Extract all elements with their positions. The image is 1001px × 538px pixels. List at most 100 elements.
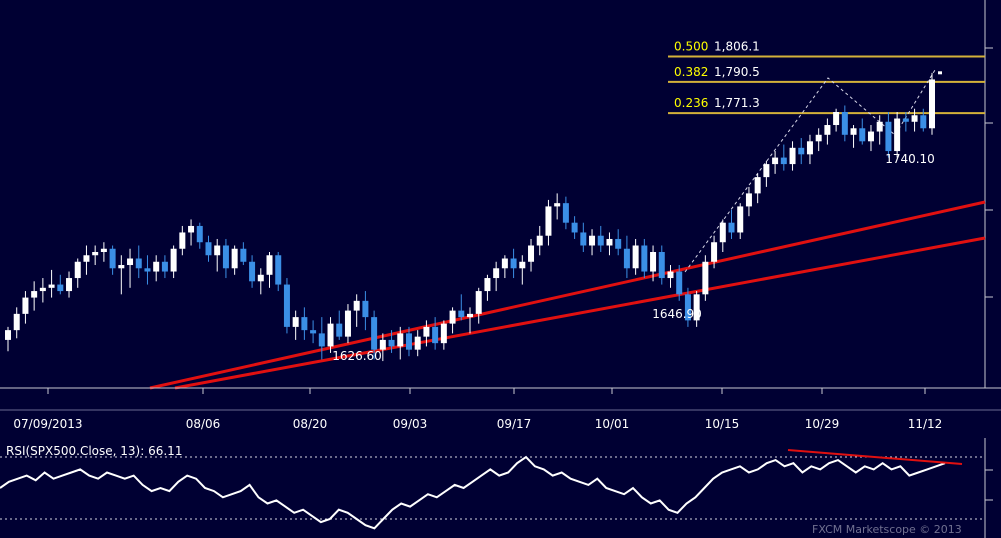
candle bbox=[841, 105, 848, 142]
candle bbox=[589, 229, 596, 256]
candle bbox=[693, 291, 700, 327]
swing-connector-line bbox=[684, 69, 936, 273]
candle-body bbox=[493, 268, 500, 279]
candle bbox=[876, 115, 883, 145]
candle-body bbox=[231, 248, 238, 269]
rsi-title: RSI(SPX500.Close, 13): 66.11 bbox=[6, 444, 182, 458]
candle-body bbox=[667, 271, 674, 279]
candle-body bbox=[589, 235, 596, 246]
candle bbox=[545, 199, 552, 246]
candle bbox=[170, 245, 177, 279]
candle bbox=[353, 294, 360, 327]
candle-body bbox=[240, 248, 247, 262]
candle-body bbox=[798, 147, 805, 155]
candle bbox=[266, 252, 273, 288]
candle-body bbox=[606, 238, 613, 246]
candle-body bbox=[737, 206, 744, 233]
candle-body bbox=[449, 310, 456, 324]
candle-body bbox=[885, 121, 892, 152]
candle bbox=[292, 310, 299, 340]
candle-body bbox=[161, 261, 168, 272]
candle-body bbox=[789, 147, 796, 165]
candle-body bbox=[414, 336, 421, 350]
candle-body bbox=[301, 317, 308, 331]
candle-body bbox=[283, 284, 290, 327]
candle-body bbox=[5, 330, 11, 340]
candle-body bbox=[615, 238, 622, 249]
fib-ratio-label: 0.236 bbox=[674, 96, 708, 110]
candle-body bbox=[902, 118, 909, 122]
candle-body bbox=[711, 242, 718, 262]
candle-body bbox=[815, 134, 822, 142]
candle bbox=[440, 320, 447, 350]
candle-body bbox=[528, 245, 535, 262]
candle bbox=[763, 160, 770, 187]
candle bbox=[48, 269, 55, 298]
candle bbox=[188, 219, 195, 246]
candle-body bbox=[833, 112, 840, 126]
candle bbox=[92, 245, 99, 266]
candle bbox=[301, 307, 308, 340]
candle bbox=[39, 278, 46, 303]
candle-body bbox=[623, 248, 630, 269]
candle bbox=[118, 255, 125, 295]
candle-body bbox=[127, 258, 134, 266]
rsi-divergence-line bbox=[787, 449, 963, 465]
candle bbox=[109, 245, 116, 275]
candle-body bbox=[432, 326, 439, 344]
candle bbox=[510, 248, 517, 279]
candle-body bbox=[327, 323, 334, 347]
candle-body bbox=[719, 222, 726, 243]
candle-body bbox=[222, 245, 229, 269]
candle-body bbox=[484, 278, 491, 292]
candle bbox=[772, 151, 779, 174]
price-pane bbox=[0, 0, 985, 388]
candle bbox=[135, 245, 142, 279]
candle bbox=[894, 112, 901, 158]
candle bbox=[275, 252, 282, 292]
price-axis-strip bbox=[985, 0, 1001, 388]
candle-body bbox=[100, 248, 107, 252]
candle bbox=[100, 242, 107, 262]
candle bbox=[475, 287, 482, 324]
rsi-series-line bbox=[0, 455, 946, 530]
x-tick-label: 10/29 bbox=[805, 417, 840, 431]
candle bbox=[728, 209, 735, 239]
candle-body bbox=[475, 291, 482, 314]
candle bbox=[371, 310, 378, 360]
candle-body bbox=[135, 258, 142, 269]
candle bbox=[562, 196, 569, 230]
candle-body bbox=[850, 128, 857, 135]
candle bbox=[745, 186, 752, 217]
x-tick-label: 09/03 bbox=[393, 417, 428, 431]
fib-ratio-label: 0.382 bbox=[674, 65, 708, 79]
x-tick-label: 08/20 bbox=[293, 417, 328, 431]
fib-value-label: 1,806.1 bbox=[714, 39, 760, 53]
candle-body bbox=[510, 258, 517, 269]
candle bbox=[737, 203, 744, 239]
candle-body bbox=[501, 258, 508, 269]
last-price-marker bbox=[938, 71, 942, 75]
candle-body bbox=[144, 268, 151, 272]
candle-body bbox=[772, 157, 779, 165]
x-tick-label: 10/01 bbox=[595, 417, 630, 431]
x-tick-label: 07/09/2013 bbox=[13, 417, 82, 431]
trendlines bbox=[149, 200, 986, 390]
candle-body bbox=[196, 225, 203, 243]
annotation-label: 1626.60 bbox=[332, 349, 382, 363]
candle-body bbox=[379, 339, 386, 350]
candle-body bbox=[693, 294, 700, 321]
candle-body bbox=[676, 271, 683, 295]
candle bbox=[780, 144, 787, 171]
candle bbox=[214, 238, 221, 272]
candle bbox=[493, 261, 500, 292]
candle-body bbox=[153, 261, 160, 272]
x-tick-label: 10/15 bbox=[705, 417, 740, 431]
candle-body bbox=[214, 245, 221, 256]
candle-body bbox=[292, 317, 299, 327]
candle bbox=[57, 274, 64, 295]
watermark: FXCM Marketscope © 2013 bbox=[812, 523, 962, 536]
candle bbox=[833, 108, 840, 132]
candle-body bbox=[684, 294, 691, 321]
candle bbox=[344, 304, 351, 344]
